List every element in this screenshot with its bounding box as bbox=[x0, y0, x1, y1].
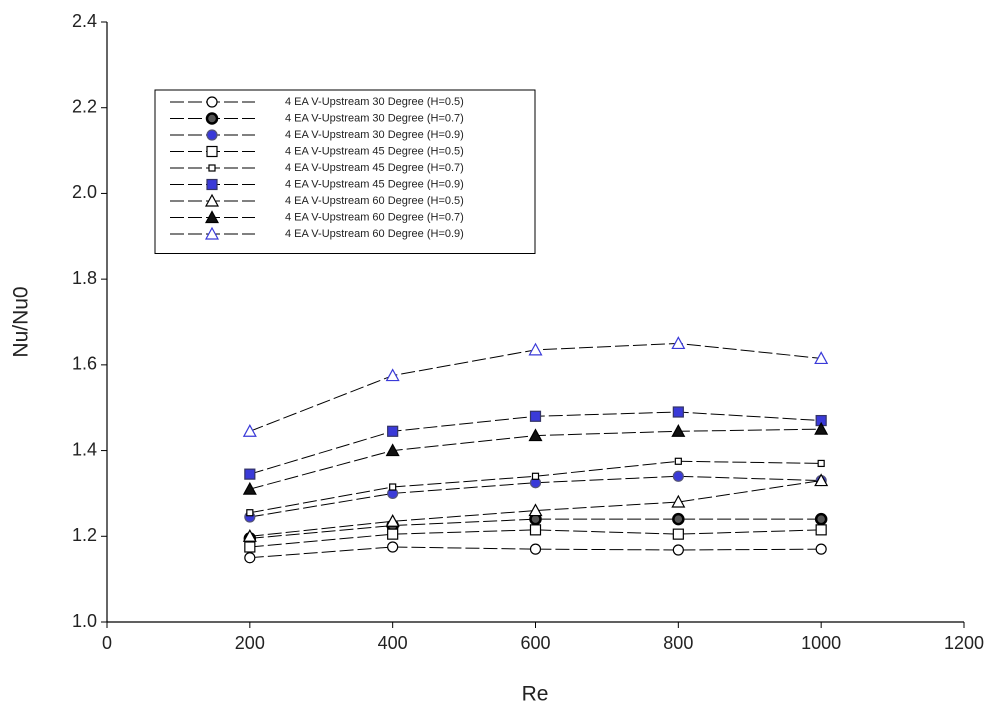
marker bbox=[816, 525, 826, 535]
marker bbox=[816, 544, 826, 554]
y-tick-label: 1.8 bbox=[72, 268, 97, 288]
marker bbox=[207, 130, 217, 140]
x-tick-label: 800 bbox=[663, 633, 693, 653]
marker bbox=[244, 425, 256, 436]
marker bbox=[245, 469, 255, 479]
marker bbox=[390, 484, 396, 490]
marker bbox=[207, 114, 217, 124]
y-axis-label: Nu/Nu0 bbox=[10, 286, 33, 357]
x-axis-label: Re bbox=[522, 683, 549, 706]
marker bbox=[530, 344, 542, 355]
y-tick-label: 2.4 bbox=[72, 11, 97, 31]
marker bbox=[207, 147, 217, 157]
marker bbox=[531, 525, 541, 535]
y-tick-label: 1.6 bbox=[72, 354, 97, 374]
marker bbox=[533, 473, 539, 479]
marker bbox=[818, 460, 824, 466]
marker bbox=[673, 407, 683, 417]
x-tick-label: 600 bbox=[520, 633, 550, 653]
marker bbox=[388, 529, 398, 539]
y-tick-label: 1.2 bbox=[72, 525, 97, 545]
x-tick-label: 200 bbox=[235, 633, 265, 653]
marker bbox=[675, 458, 681, 464]
marker bbox=[207, 180, 217, 190]
legend-label: 4 EA V-Upstream 30 Degree (H=0.5) bbox=[285, 96, 464, 108]
legend-label: 4 EA V-Upstream 45 Degree (H=0.5) bbox=[285, 145, 464, 157]
marker bbox=[673, 471, 683, 481]
marker bbox=[531, 544, 541, 554]
x-tick-label: 1000 bbox=[801, 633, 841, 653]
marker bbox=[816, 514, 826, 524]
x-tick-label: 1200 bbox=[944, 633, 984, 653]
y-tick-label: 2.0 bbox=[72, 182, 97, 202]
y-tick-label: 1.0 bbox=[72, 611, 97, 631]
marker bbox=[673, 545, 683, 555]
marker bbox=[673, 529, 683, 539]
x-tick-label: 400 bbox=[378, 633, 408, 653]
chart: Re Nu/Nu0 0 200 400 600 800 1000 1200 1.0 1.2 1.4… bbox=[0, 0, 992, 711]
marker bbox=[388, 426, 398, 436]
marker bbox=[245, 542, 255, 552]
marker bbox=[245, 553, 255, 563]
legend-label: 4 EA V-Upstream 60 Degree (H=0.5) bbox=[285, 195, 464, 207]
legend-label: 4 EA V-Upstream 45 Degree (H=0.9) bbox=[285, 178, 464, 190]
legend-label: 4 EA V-Upstream 60 Degree (H=0.7) bbox=[285, 211, 464, 223]
legend-label: 4 EA V-Upstream 30 Degree (H=0.9) bbox=[285, 129, 464, 141]
marker bbox=[531, 411, 541, 421]
y-tick-label: 2.2 bbox=[72, 96, 97, 116]
marker bbox=[672, 337, 684, 348]
marker bbox=[247, 510, 253, 516]
marker bbox=[388, 542, 398, 552]
marker bbox=[207, 97, 217, 107]
legend-label: 4 EA V-Upstream 30 Degree (H=0.7) bbox=[285, 112, 464, 124]
marker bbox=[673, 514, 683, 524]
legend-label: 4 EA V-Upstream 60 Degree (H=0.9) bbox=[285, 228, 464, 240]
x-tick-label: 0 bbox=[102, 633, 112, 653]
legend-label: 4 EA V-Upstream 45 Degree (H=0.7) bbox=[285, 162, 464, 174]
marker bbox=[209, 165, 215, 171]
y-tick-label: 1.4 bbox=[72, 439, 97, 459]
marker bbox=[244, 483, 256, 494]
